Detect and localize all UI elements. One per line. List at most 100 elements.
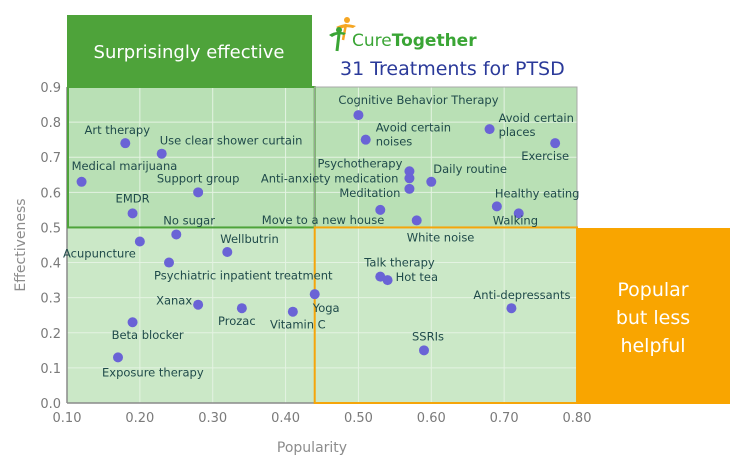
point-label: Wellbutrin (220, 232, 278, 246)
data-point (375, 204, 386, 215)
point-label: Vitamin C (270, 318, 326, 332)
data-point (382, 275, 393, 286)
point-label: Hot tea (396, 270, 438, 284)
popular-less-helpful-line-2: but less (616, 307, 690, 329)
data-point (193, 187, 204, 198)
data-point (404, 173, 415, 184)
brand-name-cure: Cure (352, 31, 392, 51)
point-label-line: Avoid certain (376, 121, 451, 135)
point-label: Talk therapy (363, 256, 435, 270)
y-tick-label: 0.0 (40, 397, 61, 412)
y-tick-label: 0.6 (40, 186, 61, 201)
point-label: SSRIs (412, 329, 444, 343)
point-label: Avoid certain noises (376, 121, 451, 149)
x-tick-label: 0.20 (125, 411, 154, 426)
point-label: EMDR (116, 191, 150, 205)
data-point (287, 306, 298, 317)
point-label: Art therapy (85, 123, 151, 137)
point-label: Beta blocker (112, 328, 184, 342)
data-point (236, 303, 247, 314)
data-point (404, 183, 415, 194)
point-label: Move to a new house (262, 213, 385, 227)
data-point (309, 289, 320, 300)
x-tick-label: 0.50 (344, 411, 373, 426)
data-point (76, 176, 87, 187)
data-point (120, 138, 131, 149)
x-tick-label: 0.40 (271, 411, 300, 426)
point-labels: Art therapy Use clear shower curtain Medic… (63, 93, 579, 379)
data-points (76, 110, 561, 363)
point-label: Prozac (218, 314, 256, 328)
point-label: White noise (407, 230, 475, 244)
x-tick-label: 0.60 (417, 411, 446, 426)
point-label: Avoid certain places (499, 111, 574, 139)
data-point (353, 110, 364, 121)
point-label: No sugar (163, 213, 215, 227)
data-point (419, 345, 429, 356)
data-point (127, 317, 138, 328)
data-point (404, 166, 415, 177)
point-label: Psychotherapy (317, 156, 402, 170)
point-label: Meditation (339, 186, 400, 200)
point-label: Cognitive Behavior Therapy (338, 93, 498, 107)
point-label: Acupuncture (63, 246, 136, 260)
point-label: Anti-anxiety medication (261, 171, 399, 185)
point-label: Support group (157, 171, 240, 185)
x-tick-label: 0.70 (490, 411, 519, 426)
brand-name-together: Together (392, 31, 477, 51)
x-tick-label: 0.80 (563, 411, 592, 426)
point-label: Yoga (312, 301, 340, 315)
surprisingly-effective-header (67, 15, 312, 87)
data-point (164, 257, 174, 268)
point-label: Anti-depressants (473, 288, 570, 302)
axis-ticks: 0.10 0.20 0.30 0.40 0.50 0.60 0.70 0.80 0.0 0.1 0.… (40, 81, 591, 426)
point-label: Daily routine (433, 162, 507, 176)
y-tick-label: 0.4 (40, 257, 61, 272)
x-tick-label: 0.30 (198, 411, 227, 426)
point-label: Walking (493, 213, 538, 227)
point-label-line: noises (376, 135, 413, 149)
point-label: Use clear shower curtain (160, 134, 303, 148)
popular-less-helpful-box (577, 228, 730, 404)
data-point (222, 247, 233, 258)
data-point (134, 236, 145, 247)
y-tick-label: 0.7 (40, 151, 61, 166)
chart-title: 31 Treatments for PTSD (340, 58, 565, 80)
data-point (113, 352, 123, 363)
data-point (550, 138, 561, 149)
data-point (426, 176, 437, 187)
popular-less-helpful-line-1: Popular (617, 279, 688, 301)
y-tick-label: 0.2 (40, 327, 61, 342)
data-point (127, 208, 138, 219)
y-tick-label: 0.9 (40, 81, 61, 96)
point-label-line: Avoid certain (499, 111, 574, 125)
x-axis-label: Popularity (277, 440, 347, 456)
point-label: Psychiatric inpatient treatment (154, 269, 333, 283)
y-tick-label: 0.1 (40, 362, 61, 377)
y-axis-label: Effectiveness (13, 198, 29, 291)
y-tick-label: 0.3 (40, 292, 61, 307)
point-label: Exercise (521, 149, 569, 163)
x-tick-label: 0.10 (53, 411, 82, 426)
point-label: Healthy eating (495, 186, 580, 200)
point-label: Xanax (156, 294, 192, 308)
y-tick-label: 0.8 (40, 116, 61, 131)
data-point (171, 229, 182, 240)
curetogether-logo-icon (329, 17, 356, 52)
brand-name: CureTogether (352, 31, 477, 51)
surprisingly-effective-label: Surprisingly effective (94, 42, 285, 63)
data-point (193, 299, 204, 310)
data-point (360, 134, 371, 145)
data-point (411, 215, 422, 226)
data-point (506, 303, 517, 314)
y-tick-label: 0.5 (40, 221, 61, 236)
data-point (156, 148, 167, 159)
data-point (484, 124, 495, 135)
data-point (491, 201, 502, 212)
point-label: Exposure therapy (102, 365, 204, 379)
popular-less-helpful-line-3: helpful (620, 335, 685, 357)
point-label-line: places (499, 125, 536, 139)
point-label: Medical marijuana (72, 159, 178, 173)
data-point (513, 208, 524, 219)
